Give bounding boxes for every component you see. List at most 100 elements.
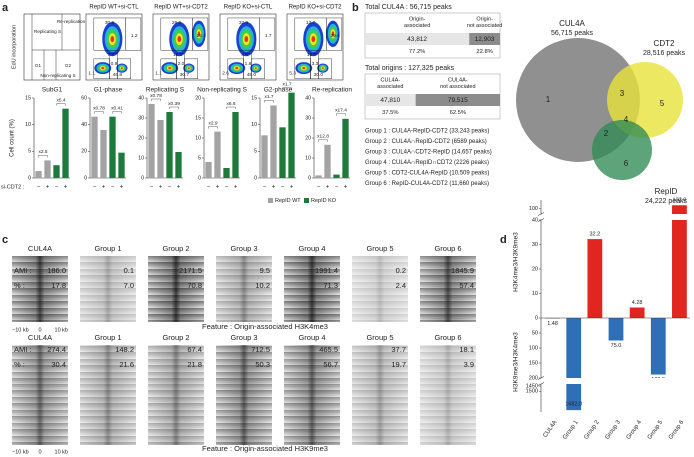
- annotation-bracket: [318, 139, 328, 142]
- heatmap-axis-label: 10 kb: [55, 327, 68, 333]
- gate-value: 12.1: [173, 52, 183, 58]
- annotation-bracket: [151, 98, 161, 101]
- bar: [261, 135, 268, 178]
- venn-set-peaks: 24,222 peaks: [645, 198, 688, 205]
- segment-bar: [365, 94, 416, 106]
- flow-density: [321, 67, 324, 69]
- venn-set: [592, 120, 652, 180]
- column-label: Group 3: [230, 333, 257, 342]
- summary-title: Total origins : 127,325 peaks: [365, 65, 455, 72]
- x-tick-label: +: [272, 185, 276, 191]
- heatmap-signal: [216, 345, 272, 445]
- flow-density: [177, 35, 182, 43]
- bar: [629, 307, 645, 318]
- chart-title: Non-replicating S: [197, 87, 248, 94]
- column-label: Group 5: [366, 333, 393, 342]
- value-label: 4.28: [632, 300, 643, 306]
- y-tick-label: 20: [138, 135, 144, 141]
- y-tick-label: 1500: [526, 389, 538, 395]
- heatmap-signal: [352, 345, 408, 445]
- group-definition: Group 6 : RepID-CUL4A-CDT2 (11,660 peaks…: [365, 181, 489, 187]
- flow-density: [235, 67, 239, 70]
- bar: [672, 205, 687, 318]
- x-tick-label: Group 5: [647, 419, 665, 441]
- bar: [342, 118, 349, 178]
- gate-value: 1.7: [265, 33, 272, 39]
- annotation: x0.78: [93, 105, 105, 111]
- y-tick-label: 20: [195, 95, 201, 101]
- heatmap-signal: [148, 256, 204, 322]
- ami-value: 148.2: [115, 345, 134, 354]
- venn-region: 5: [660, 99, 665, 108]
- chart-title: Replicating S: [146, 87, 185, 94]
- heatmap-signal: [284, 256, 340, 322]
- y-tick-label: 0: [254, 175, 257, 181]
- venn-set-peaks: 56,715 peaks: [551, 30, 594, 37]
- segment-header: CUL4A-: [448, 77, 468, 83]
- x-tick-label: −: [55, 185, 59, 191]
- summary-title: Total CUL4A : 56,715 peaks: [365, 4, 452, 11]
- x-tick-label: Group 6: [668, 419, 686, 441]
- y-tick-label: 50: [532, 330, 538, 336]
- heatmap-signal: [284, 345, 340, 445]
- x-tick-label: Group 1: [562, 419, 580, 441]
- segment-header: Origin-: [476, 16, 493, 22]
- panel-label: c: [2, 234, 8, 246]
- bar: [270, 105, 277, 178]
- annotation: x1.7: [264, 94, 273, 100]
- heatmap-axis-label: 10 kb: [55, 449, 68, 455]
- gate-value: 1.1: [88, 71, 95, 77]
- y-tick-label: 15: [251, 95, 257, 101]
- ami-value: 1845.9: [451, 266, 474, 275]
- x-tick-label: +: [344, 185, 348, 191]
- bar: [279, 127, 286, 178]
- flow-title: RepID KO+si-CTL: [224, 5, 273, 11]
- gate-value: 30.9: [105, 20, 115, 26]
- annotation: x0.39: [168, 101, 180, 107]
- ami-value: 465.5: [319, 345, 338, 354]
- x-tick-label: +: [326, 185, 330, 191]
- segment-bar: [365, 33, 470, 45]
- x-tick-label: Group 2: [583, 419, 601, 441]
- venn-set-name: RepID: [655, 187, 678, 196]
- ami-value: 1991.4: [315, 266, 338, 275]
- x-tick-label: −: [281, 185, 285, 191]
- annotation: x2.9: [208, 120, 217, 126]
- annotation-bracket: [56, 103, 66, 106]
- group-definition: Group 4 : CUL4A∩RepID∩CDT2 (2226 peaks): [365, 160, 489, 166]
- pct-value: 21.6: [119, 360, 134, 369]
- annotation: x0.41: [111, 105, 123, 111]
- y-tick-label: 30: [532, 242, 538, 248]
- feature-label: Feature : Origin-associated H3K4me3: [202, 322, 328, 331]
- bar: [587, 239, 603, 318]
- segment-count: 43,812: [407, 36, 427, 43]
- y-tick-label: 0: [308, 175, 311, 181]
- ami-value: 18.1: [459, 345, 474, 354]
- gate-value: 32.9: [239, 20, 249, 26]
- gate-value: 9.8: [241, 52, 248, 58]
- flow-title: RepID WT+si-CDT2: [154, 5, 208, 11]
- annotation: x17.4: [335, 108, 347, 114]
- segment-percent: 77.2%: [409, 49, 425, 55]
- flow-gate: [259, 17, 276, 51]
- y-tick-label: 5: [254, 149, 257, 155]
- gate-value: 0.9: [111, 61, 118, 67]
- x-tick-label: +: [216, 185, 220, 191]
- heatmap-signal: [80, 345, 136, 445]
- group-definition: Group 1 : CUL4A-RepID-CDT2 (33,243 peaks…: [365, 129, 489, 135]
- bar: [91, 116, 98, 178]
- heatmap-axis-label: −10 kb: [12, 327, 29, 333]
- pct-value: 50.3: [255, 360, 270, 369]
- flow-density: [311, 35, 316, 43]
- schematic-region: G2: [65, 63, 72, 68]
- bar: [232, 112, 239, 178]
- annotation-bracket: [38, 155, 48, 158]
- y-tick-label: 60: [81, 95, 87, 101]
- legend-swatch: [304, 198, 309, 203]
- column-label: Group 4: [298, 333, 325, 342]
- y-tick-label: 20: [81, 149, 87, 155]
- annotation: x1.7: [282, 81, 291, 87]
- flow-gate: [117, 58, 132, 79]
- axis-break: [538, 214, 692, 220]
- column-label: Group 5: [366, 244, 393, 253]
